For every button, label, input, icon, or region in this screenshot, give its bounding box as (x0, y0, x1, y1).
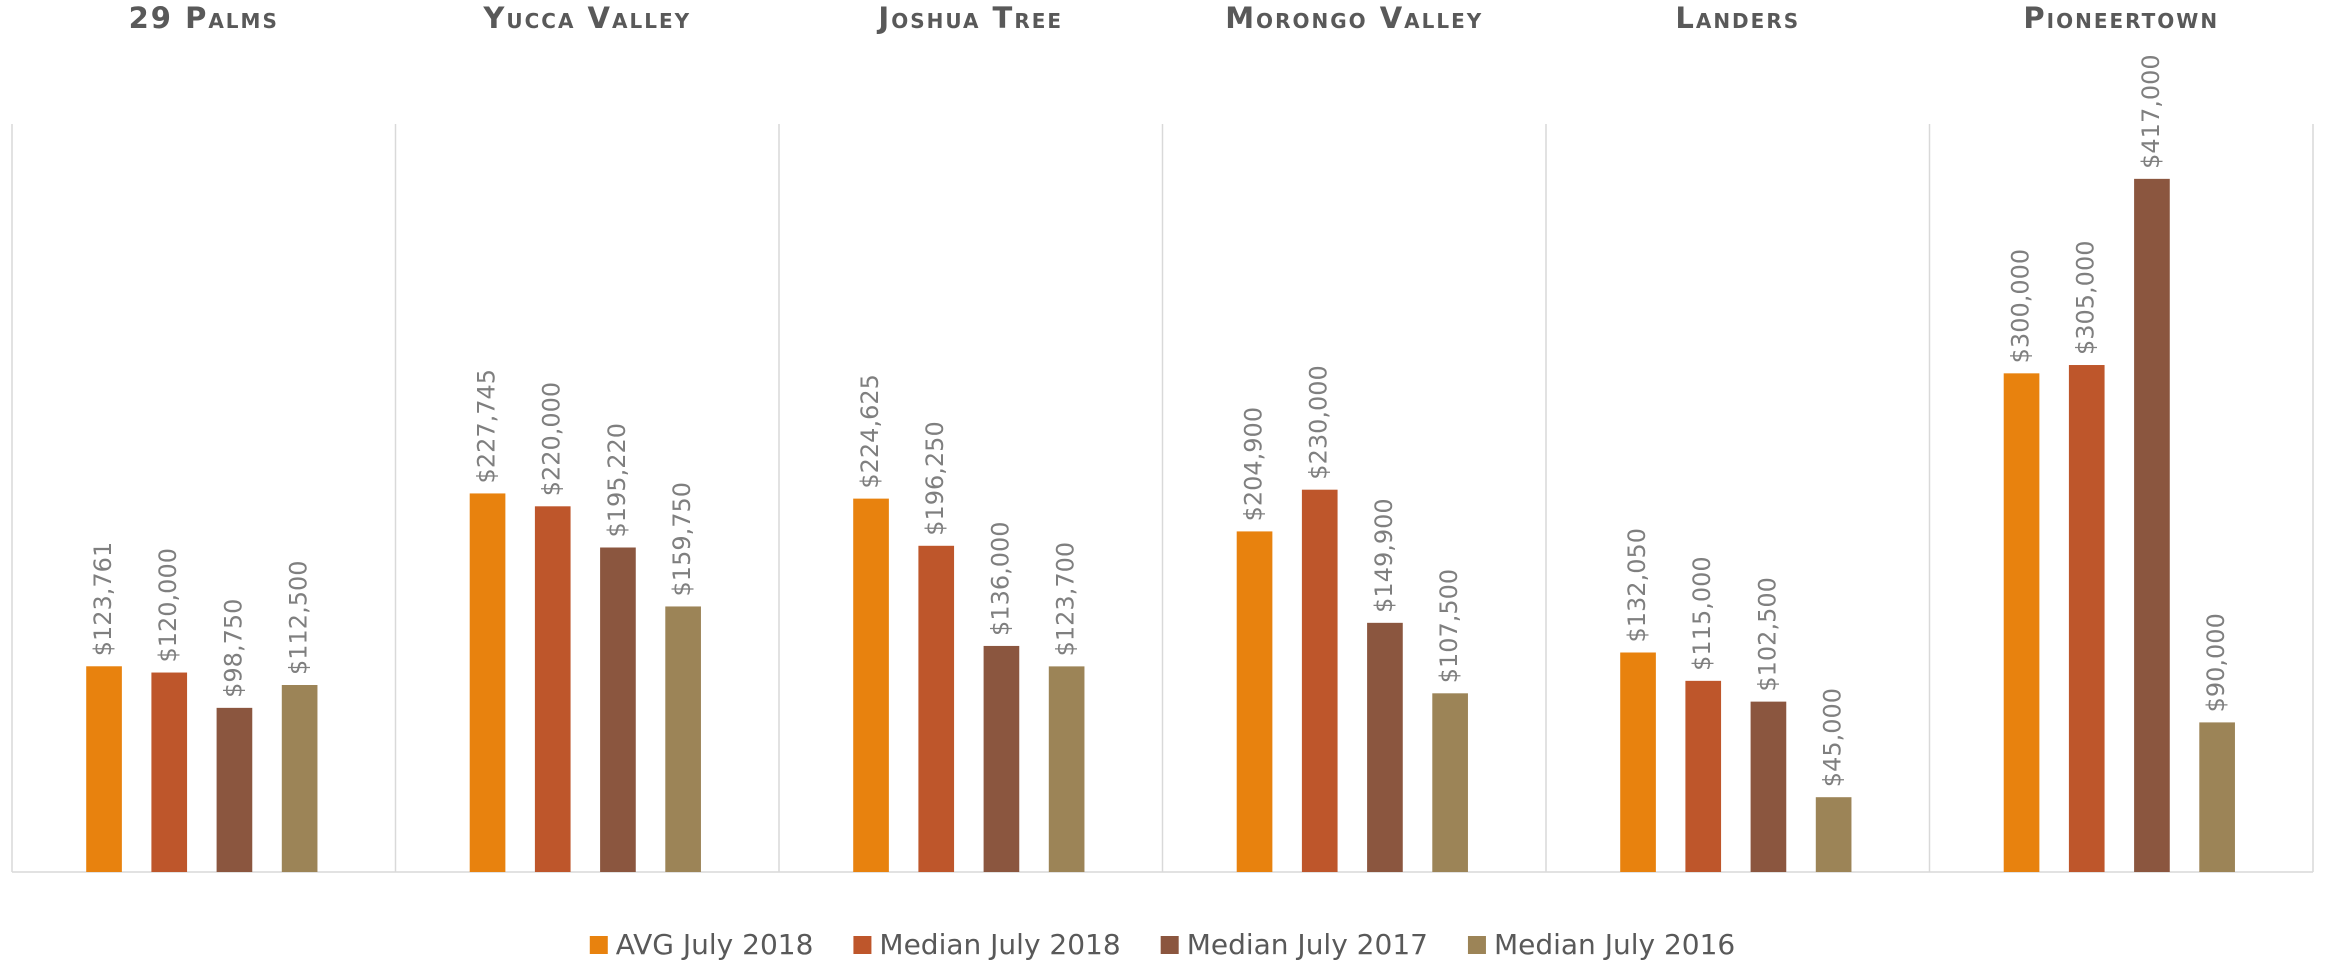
legend-swatch (1467, 936, 1486, 954)
group-title: Joshua Tree (876, 1, 1063, 35)
bar (1048, 666, 1085, 872)
group-title: Pioneertown (2023, 1, 2219, 35)
data-label: $204,900 (1240, 407, 1268, 522)
group-title: Landers (1675, 1, 1800, 35)
bar (469, 493, 506, 872)
data-label: $107,500 (1435, 569, 1463, 684)
bar (2003, 373, 2040, 872)
data-label: $132,050 (1623, 528, 1651, 643)
legend-swatch (1160, 936, 1179, 954)
bar (1236, 531, 1273, 872)
group-title: Yucca Valley (482, 1, 691, 35)
data-label: $196,250 (921, 421, 949, 536)
bar (1750, 701, 1787, 872)
bar (1367, 622, 1403, 872)
legend-label: Median July 2017 (1187, 928, 1428, 961)
data-label: $224,625 (856, 374, 884, 489)
bar (281, 685, 318, 872)
data-label: $136,000 (986, 521, 1014, 636)
legend-label: Median July 2016 (1494, 928, 1735, 961)
data-label: $123,700 (1052, 542, 1080, 657)
group-title: 29 Palms (129, 1, 279, 35)
data-label: $149,900 (1370, 498, 1398, 613)
bar (1685, 680, 1722, 872)
bar (853, 498, 889, 872)
legend-swatch (589, 936, 608, 954)
bar (2199, 722, 2235, 872)
data-label: $45,000 (1819, 688, 1847, 787)
bar (2134, 178, 2170, 872)
bar (1301, 489, 1338, 872)
bar (983, 645, 1020, 872)
data-label: $112,500 (285, 560, 313, 675)
data-label: $227,745 (473, 369, 501, 484)
bar (86, 666, 122, 872)
bar (534, 506, 571, 872)
bar (600, 547, 636, 872)
data-label: $115,000 (1688, 556, 1716, 671)
legend-swatch (853, 936, 872, 954)
data-label: $98,750 (219, 599, 247, 698)
bar (1620, 652, 1656, 872)
legend-label: Median July 2018 (879, 928, 1120, 961)
data-label: $220,000 (538, 382, 566, 497)
bar (216, 707, 253, 872)
data-label: $120,000 (154, 548, 182, 663)
data-label: $300,000 (2007, 249, 2035, 364)
data-label: $417,000 (2137, 54, 2165, 169)
bar (1432, 693, 1468, 872)
data-label: $230,000 (1305, 365, 1333, 480)
data-label: $195,220 (603, 423, 631, 538)
bar (665, 606, 701, 872)
data-label: $159,750 (668, 482, 696, 597)
group-title: Morongo Valley (1225, 1, 1483, 35)
bar (2068, 365, 2105, 872)
bar (918, 545, 955, 872)
data-label: $102,500 (1753, 577, 1781, 692)
data-label: $305,000 (2072, 241, 2100, 356)
bar (151, 672, 188, 872)
legend-label: AVG July 2018 (616, 928, 814, 961)
data-label: $90,000 (2202, 613, 2230, 712)
bar (1815, 797, 1852, 872)
data-label: $123,761 (89, 542, 117, 657)
